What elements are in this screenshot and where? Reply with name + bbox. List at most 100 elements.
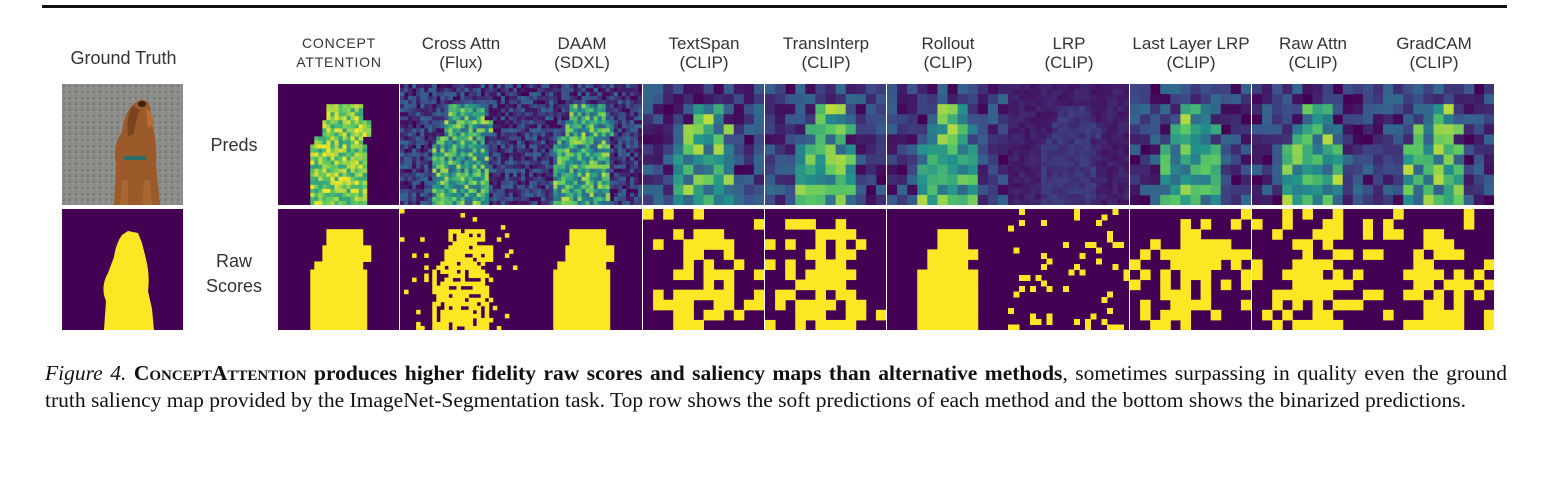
map-cell: [625, 96, 631, 101]
map-cell: [637, 120, 642, 125]
map-cell: [342, 313, 348, 319]
map-cell: [1272, 84, 1283, 95]
map-cell: [569, 273, 574, 279]
map-cell: [533, 132, 538, 137]
map-cell: [533, 140, 538, 145]
map-cell: [577, 96, 582, 101]
map-cell: [1403, 114, 1414, 125]
map-cell: [569, 277, 574, 283]
map-cell: [322, 301, 327, 307]
map-cell: [561, 172, 566, 178]
map-cell: [400, 88, 405, 93]
map-cell: [1008, 199, 1014, 205]
map-cell: [362, 192, 368, 198]
map-cell: [1123, 133, 1129, 140]
map-cell: [354, 301, 360, 307]
map-cell: [589, 273, 595, 279]
map-cell: [516, 200, 521, 205]
map-cell: [977, 164, 989, 176]
map-cell: [977, 104, 989, 115]
map-cell: [342, 273, 348, 279]
binary-map-gradcam: [1373, 209, 1494, 330]
map-cell: [1090, 128, 1097, 134]
map-cell: [585, 196, 591, 202]
map-cell: [1008, 128, 1014, 134]
map-cell: [557, 321, 562, 327]
map-cell: [997, 194, 1008, 205]
map-cell: [488, 156, 494, 162]
map-cell: [545, 96, 550, 101]
map-cell: [400, 160, 405, 166]
map-cell: [1453, 104, 1465, 115]
map-cell: [637, 140, 642, 145]
map-cell: [573, 317, 578, 323]
map-cell: [456, 160, 461, 166]
map-cell: [557, 200, 562, 205]
map-cell: [549, 196, 554, 202]
map-cell: [525, 104, 530, 109]
map-cell: [468, 237, 474, 242]
map-cell: [593, 160, 599, 166]
map-cell: [835, 229, 847, 240]
map-cell: [733, 194, 745, 205]
map-cell: [1292, 319, 1303, 330]
map-cell: [1024, 95, 1031, 101]
map-cell: [533, 124, 538, 129]
map-cell: [549, 156, 554, 162]
map-cell: [416, 148, 421, 154]
map-cell: [653, 84, 664, 95]
map-cell: [585, 88, 591, 93]
map-cell: [330, 285, 335, 291]
map-cell: [585, 241, 591, 246]
map-cell: [358, 172, 364, 178]
map-cell: [1190, 104, 1202, 115]
map-cell: [1443, 94, 1455, 105]
map-cell: [693, 174, 704, 186]
map-cell: [593, 116, 599, 121]
map-cell: [362, 305, 368, 311]
map-cell: [464, 104, 470, 109]
map-cell: [573, 88, 578, 93]
map-cell: [350, 325, 356, 330]
map-cell: [1096, 100, 1102, 107]
map-cell: [573, 305, 578, 311]
map-cell: [338, 317, 344, 323]
map-cell: [350, 172, 356, 178]
map-cell: [424, 104, 429, 109]
map-cell: [1262, 174, 1273, 186]
map-cell: [512, 164, 518, 170]
map-cell: [440, 293, 445, 299]
map-cell: [1052, 117, 1058, 123]
map-cell: [1282, 289, 1293, 301]
map-cell: [1200, 174, 1212, 186]
map-cell: [743, 114, 755, 125]
map-cell: [358, 253, 364, 258]
map-cell: [416, 188, 421, 194]
map-cell: [609, 140, 615, 145]
map-cell: [456, 168, 461, 174]
map-cell: [1013, 133, 1020, 140]
map-cell: [569, 317, 574, 323]
map-cell: [1112, 133, 1119, 140]
map-cell: [569, 269, 574, 275]
map-cell: [703, 184, 715, 196]
map-cell: [1019, 199, 1025, 205]
map-cell: [875, 134, 886, 145]
map-cell: [448, 317, 453, 323]
map-cell: [314, 277, 319, 283]
map-cell: [400, 84, 405, 89]
map-cell: [1352, 144, 1364, 156]
map-cell: [673, 194, 684, 205]
map-cell: [605, 313, 611, 319]
map-cell: [987, 94, 999, 105]
map-cell: [593, 136, 599, 141]
map-cell: [436, 180, 441, 186]
map-cell: [1403, 134, 1414, 145]
map-cell: [496, 136, 502, 141]
map-cell: [362, 301, 368, 307]
map-cell: [404, 96, 409, 101]
map-cell: [338, 309, 344, 315]
map-cell: [1101, 177, 1108, 184]
map-cell: [342, 317, 348, 323]
map-cell: [468, 273, 474, 279]
